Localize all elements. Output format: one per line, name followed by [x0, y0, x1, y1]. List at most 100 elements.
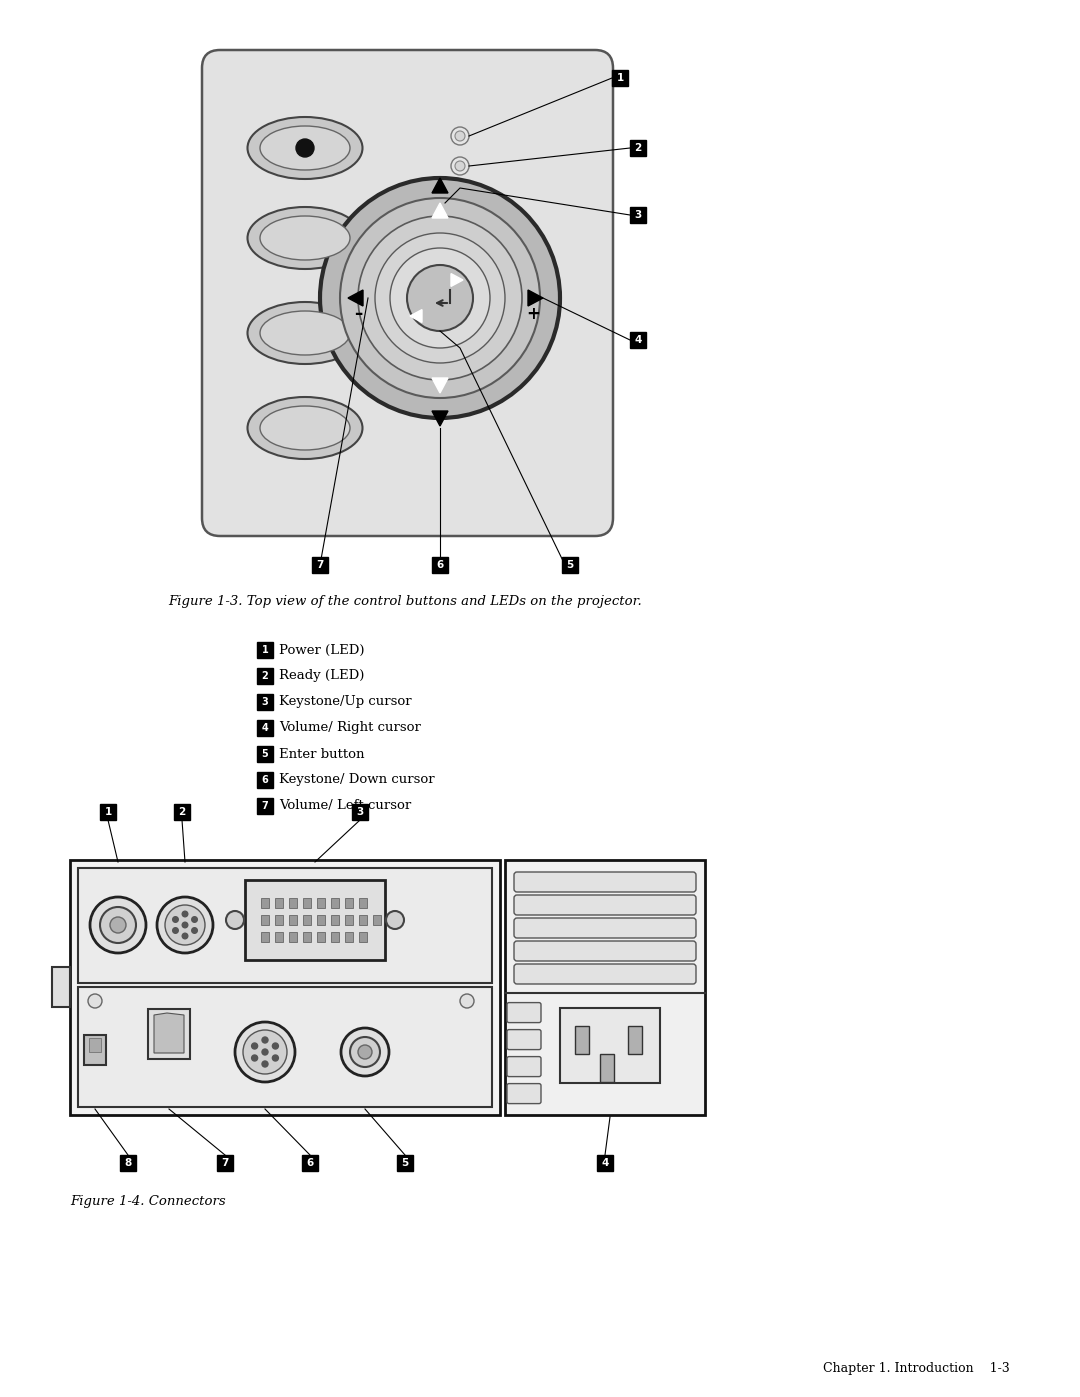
- Text: Figure 1-4. Connectors: Figure 1-4. Connectors: [70, 1194, 226, 1208]
- Bar: [148, 1009, 190, 1059]
- Text: Figure 1-3. Top view of the control buttons and LEDs on the projector.: Figure 1-3. Top view of the control butt…: [168, 595, 642, 608]
- Bar: [84, 1035, 106, 1065]
- Bar: [303, 915, 311, 925]
- Circle shape: [340, 198, 540, 398]
- Bar: [257, 694, 273, 710]
- Bar: [257, 668, 273, 685]
- Bar: [275, 915, 283, 925]
- Bar: [359, 932, 367, 942]
- Bar: [352, 805, 368, 820]
- Circle shape: [183, 911, 188, 916]
- Bar: [289, 915, 297, 925]
- Bar: [561, 1007, 660, 1083]
- Text: Volume/ Left cursor: Volume/ Left cursor: [279, 799, 411, 813]
- Circle shape: [183, 922, 188, 928]
- Circle shape: [165, 905, 205, 944]
- Circle shape: [87, 995, 102, 1009]
- Bar: [330, 915, 339, 925]
- Polygon shape: [432, 177, 448, 193]
- Circle shape: [375, 233, 505, 363]
- Text: 4: 4: [602, 1158, 609, 1168]
- Bar: [562, 557, 578, 573]
- Circle shape: [262, 1060, 268, 1067]
- Bar: [303, 898, 311, 908]
- Text: –: –: [354, 305, 362, 323]
- Text: 5: 5: [261, 749, 268, 759]
- Text: Volume/ Right cursor: Volume/ Right cursor: [279, 721, 421, 735]
- Bar: [318, 932, 325, 942]
- FancyBboxPatch shape: [507, 1030, 541, 1049]
- Bar: [257, 773, 273, 788]
- Text: 2: 2: [261, 671, 268, 680]
- Bar: [257, 798, 273, 814]
- Circle shape: [100, 907, 136, 943]
- Bar: [612, 70, 627, 87]
- Ellipse shape: [247, 117, 363, 179]
- Bar: [89, 1038, 102, 1052]
- Text: 6: 6: [261, 775, 268, 785]
- Circle shape: [262, 1037, 268, 1044]
- Bar: [318, 915, 325, 925]
- Circle shape: [252, 1044, 258, 1049]
- Polygon shape: [432, 203, 448, 218]
- Ellipse shape: [247, 397, 363, 460]
- Bar: [397, 1155, 413, 1171]
- Bar: [120, 1155, 136, 1171]
- Circle shape: [386, 911, 404, 929]
- Circle shape: [350, 1037, 380, 1067]
- Bar: [261, 932, 269, 942]
- Circle shape: [90, 897, 146, 953]
- Text: 1: 1: [261, 645, 268, 655]
- Bar: [330, 932, 339, 942]
- FancyBboxPatch shape: [514, 918, 696, 937]
- Text: 6: 6: [307, 1158, 313, 1168]
- Bar: [359, 898, 367, 908]
- FancyBboxPatch shape: [202, 50, 613, 536]
- Circle shape: [460, 995, 474, 1009]
- Circle shape: [252, 1055, 258, 1060]
- Bar: [261, 898, 269, 908]
- Text: 1: 1: [617, 73, 623, 82]
- Bar: [318, 898, 325, 908]
- Ellipse shape: [260, 217, 350, 260]
- Bar: [575, 1025, 589, 1053]
- Bar: [630, 140, 646, 156]
- Bar: [289, 898, 297, 908]
- Bar: [312, 557, 328, 573]
- Circle shape: [110, 916, 126, 933]
- Bar: [257, 719, 273, 736]
- Bar: [302, 1155, 318, 1171]
- Polygon shape: [410, 310, 422, 323]
- Circle shape: [192, 928, 198, 933]
- Circle shape: [390, 249, 490, 348]
- Text: 5: 5: [402, 1158, 408, 1168]
- Text: Keystone/Up cursor: Keystone/Up cursor: [279, 696, 411, 708]
- Polygon shape: [348, 291, 363, 306]
- Bar: [330, 898, 339, 908]
- Ellipse shape: [260, 312, 350, 355]
- Text: 1: 1: [105, 807, 111, 817]
- Bar: [257, 643, 273, 658]
- Bar: [432, 557, 448, 573]
- Text: 3: 3: [356, 807, 364, 817]
- Bar: [359, 915, 367, 925]
- Bar: [373, 915, 381, 925]
- Circle shape: [455, 161, 465, 170]
- FancyBboxPatch shape: [507, 1084, 541, 1104]
- Text: Chapter 1. Introduction    1-3: Chapter 1. Introduction 1-3: [823, 1362, 1010, 1375]
- Bar: [78, 868, 492, 983]
- Circle shape: [357, 217, 522, 380]
- Ellipse shape: [247, 302, 363, 365]
- Circle shape: [192, 916, 198, 922]
- Polygon shape: [528, 291, 543, 306]
- Circle shape: [183, 933, 188, 939]
- Circle shape: [451, 127, 469, 145]
- Circle shape: [235, 1023, 295, 1083]
- Circle shape: [341, 1028, 389, 1076]
- Circle shape: [407, 265, 473, 331]
- Circle shape: [272, 1044, 279, 1049]
- Bar: [261, 915, 269, 925]
- Bar: [505, 861, 705, 1115]
- Circle shape: [320, 177, 561, 418]
- Bar: [630, 332, 646, 348]
